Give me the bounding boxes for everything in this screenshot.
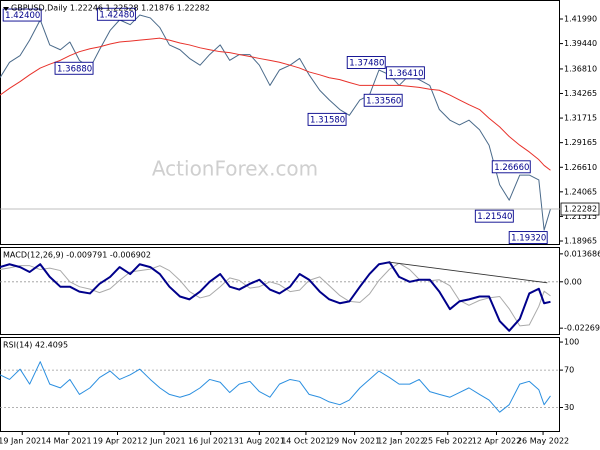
x-tick-label: 26 May 2022 [517, 437, 569, 446]
y-tick-label: 1.36810 [564, 64, 597, 73]
series-line [0, 37, 551, 171]
panel-title: GBPUSD,Daily 1.22246 1.22528 1.21876 1.2… [11, 4, 210, 13]
annotation-box [96, 7, 136, 21]
y-tick-label: -0.022698 [564, 324, 600, 333]
x-tick-label: 14 Oct 2021 [281, 437, 330, 446]
x-tick-label: 19 Apr 2021 [93, 437, 142, 446]
annotation-label: 1.31580 [310, 115, 345, 125]
trendline [389, 261, 548, 284]
last-price-label: 1.22282 [564, 205, 597, 214]
y-tick-label: 0.013686 [564, 249, 600, 258]
y-tick-label: 1.31715 [564, 114, 597, 123]
annotation-label: 1.42400 [5, 11, 40, 21]
x-tick-label: 29 Nov 2021 [329, 437, 380, 446]
y-tick-label: 30 [564, 403, 574, 412]
annotation-box [54, 61, 94, 75]
series-line [0, 261, 551, 332]
annotation-box [346, 56, 386, 69]
annotation-box [363, 93, 403, 107]
symbol-icon [3, 7, 9, 11]
y-tick-label: 100 [564, 338, 579, 347]
panel-title: MACD(12,26,9) -0.009791 -0.006902 [3, 251, 151, 260]
annotation-label: 1.37480 [349, 58, 384, 68]
panel-title: RSI(14) 42.4095 [3, 341, 68, 350]
panel-frame [0, 247, 560, 335]
annotation-label: 1.36880 [57, 64, 92, 74]
y-tick-label: 1.39440 [564, 39, 597, 48]
x-tick-label: 19 Jan 2021 [0, 437, 46, 446]
annotation-box [508, 231, 548, 245]
panel-frame [0, 0, 560, 245]
annotation-label: 1.19320 [511, 234, 546, 244]
y-tick-label: 0.00 [564, 277, 582, 286]
annotation-box [385, 66, 425, 80]
y-tick-label: 1.24065 [564, 187, 597, 196]
x-tick-label: 31 Aug 2021 [234, 437, 285, 446]
y-tick-label: 1.41990 [564, 14, 597, 23]
x-tick-label: 2 Jun 2021 [143, 437, 186, 446]
annotation-label: 1.42480 [99, 10, 134, 20]
annotation-label: 1.33560 [366, 96, 401, 106]
x-tick-label: 16 Jul 2021 [188, 437, 233, 446]
x-tick-label: 12 Apr 2022 [472, 437, 521, 446]
annotation-label: 1.21540 [477, 212, 512, 222]
annotation-box [2, 8, 42, 22]
panel-frame [0, 337, 560, 432]
y-tick-label: 1.26610 [564, 163, 597, 172]
annotation-label: 1.36410 [388, 69, 423, 79]
x-tick-label: 4 Mar 2021 [46, 437, 92, 446]
annotation-box [491, 160, 531, 174]
annotation-label: 1.26660 [494, 163, 529, 173]
x-tick-label: 25 Feb 2022 [423, 437, 473, 446]
y-tick-label: 1.18965 [564, 236, 597, 245]
y-tick-label: 70 [564, 366, 574, 375]
annotation-box [307, 112, 347, 126]
y-tick-label: 1.21515 [564, 212, 597, 221]
series-line [0, 361, 551, 413]
y-tick-label: 1.34265 [564, 89, 597, 98]
y-tick-label: 1.29165 [564, 138, 597, 147]
last-price-box [560, 202, 600, 216]
x-tick-label: 12 Jan 2022 [377, 437, 425, 446]
annotation-box [474, 209, 514, 223]
watermark: ActionForex.com [152, 157, 318, 181]
